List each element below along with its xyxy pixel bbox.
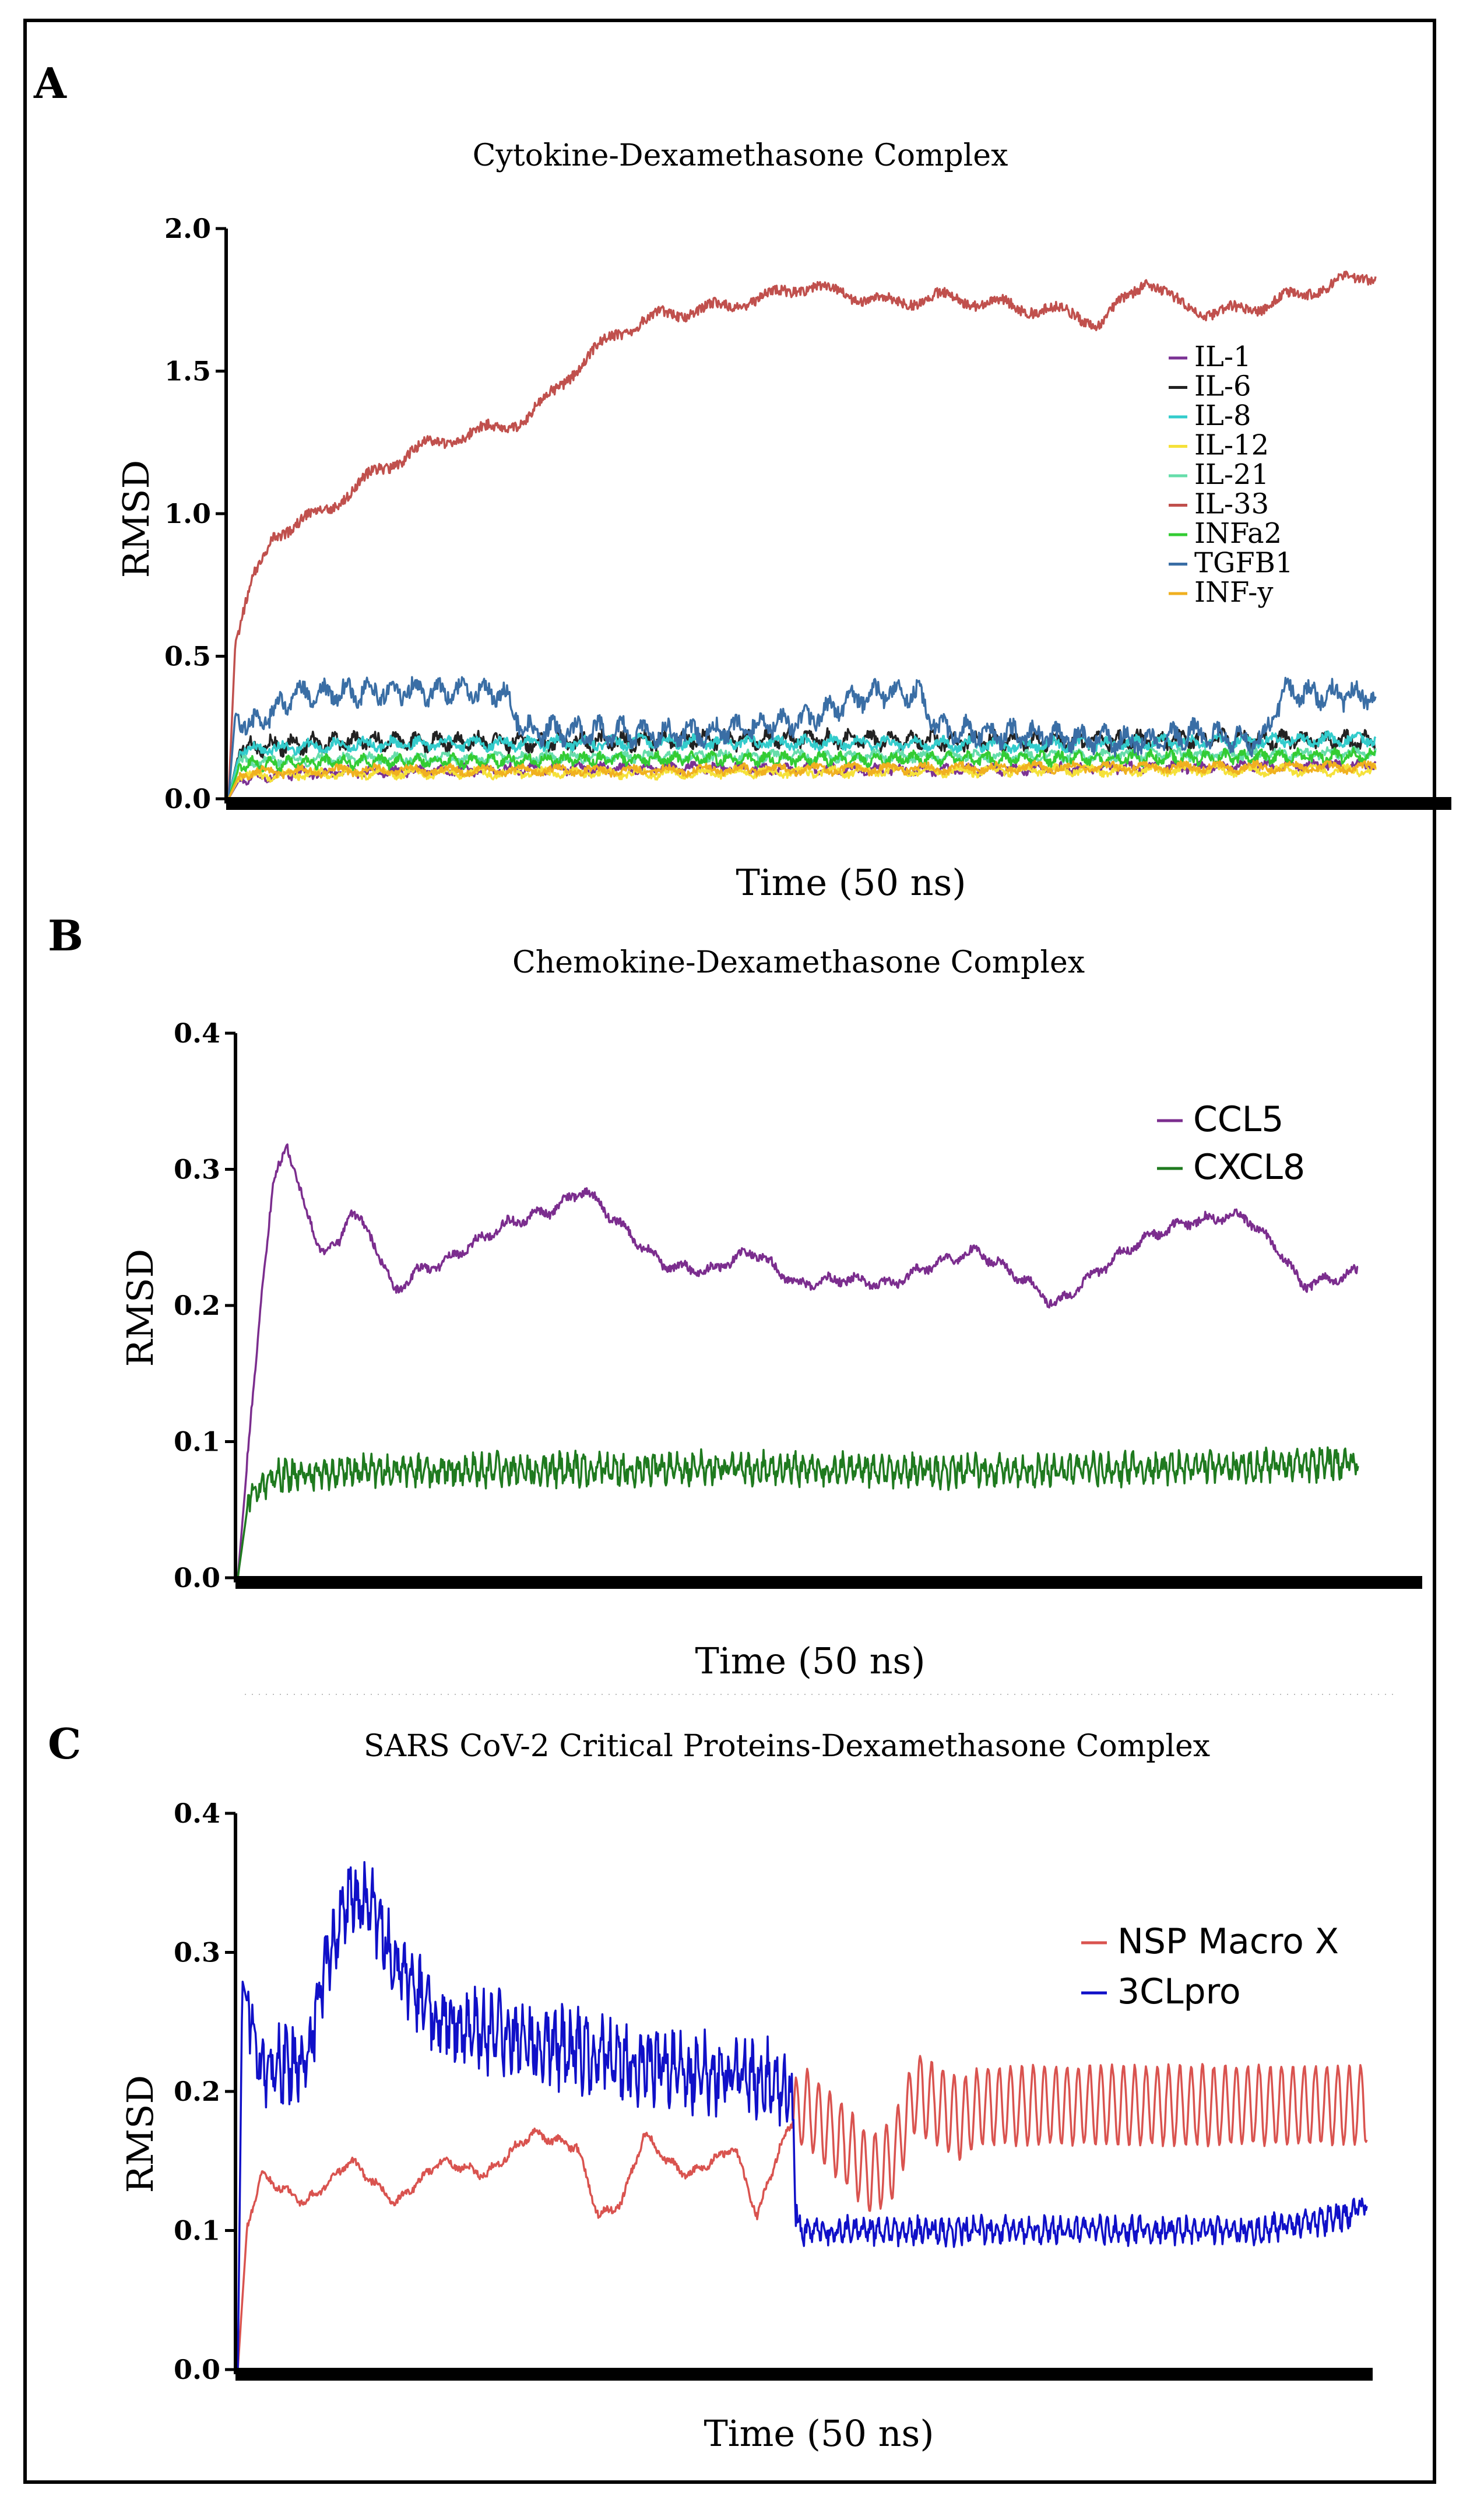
y-tick-label: 0.4 [174, 1798, 220, 1829]
legend-label: IL-1 [1194, 341, 1251, 373]
y-tick-label: 0.0 [174, 1562, 220, 1594]
y-tick-label: 0.3 [174, 1937, 220, 1968]
panel-c-x-axis-label: Time (50 ns) [704, 2412, 934, 2455]
series-line-il-33 [227, 271, 1377, 799]
series-line-inf-y [227, 759, 1377, 799]
panel-b-y-axis-label: RMSD [119, 1249, 161, 1367]
panel-c-series [237, 1861, 1368, 2370]
y-tick-label: 0.0 [174, 2354, 220, 2385]
series-line-infa2 [227, 747, 1377, 799]
y-tick-label: 0.2 [174, 2076, 220, 2107]
panel-c-chart: C SARS CoV-2 Critical Proteins-Dexametha… [48, 1719, 1373, 2455]
panel-b-title: Chemokine-Dexamethasone Complex [512, 945, 1085, 980]
panel-b-legend: CCL5 CXCL8 [1157, 1099, 1305, 1188]
legend-label: CXCL8 [1193, 1147, 1305, 1188]
legend-label: CCL5 [1193, 1099, 1283, 1140]
panel-letter-b: B [48, 911, 83, 960]
panel-a-series [227, 271, 1377, 799]
y-tick-label: 0.4 [174, 1017, 220, 1049]
legend-label: 3CLpro [1117, 1971, 1241, 2012]
panel-c-y-ticks: 0.0 0.1 0.2 0.3 0.4 [174, 1798, 235, 2385]
y-tick-label: 0.5 [164, 641, 211, 672]
panel-c-legend: NSP Macro X 3CLpro [1081, 1921, 1339, 2012]
legend-label: IL-33 [1194, 488, 1269, 521]
panel-a-title: Cytokine-Dexamethasone Complex [473, 138, 1008, 173]
panel-letter-c: C [48, 1719, 81, 1768]
y-tick-label: 1.5 [164, 356, 211, 387]
panel-a-y-axis-label: RMSD [115, 460, 157, 578]
legend-label: INF-y [1194, 576, 1273, 609]
y-tick-label: 0.0 [164, 783, 211, 815]
series-line-cxcl8 [237, 1446, 1359, 1578]
panel-a-x-axis-label: Time (50 ns) [736, 861, 966, 904]
legend-label: TGFB1 [1194, 547, 1293, 580]
panel-b-y-ticks: 0.0 0.1 0.2 0.3 0.4 [174, 1017, 235, 1594]
panel-b-chart: B Chemokine-Dexamethasone Complex RMSD T… [48, 911, 1422, 1682]
panel-letter-a: A [33, 58, 67, 108]
y-tick-label: 0.3 [174, 1154, 220, 1185]
legend-label: IL-21 [1194, 458, 1269, 491]
panel-b-x-axis-label: Time (50 ns) [695, 1640, 925, 1682]
y-tick-label: 1.0 [164, 498, 211, 529]
legend-label: IL-6 [1194, 370, 1251, 403]
panel-a-chart: A Cytokine-Dexamethasone Complex RMSD Ti… [33, 58, 1451, 904]
legend-label: NSP Macro X [1117, 1921, 1339, 1962]
panel-b-series [237, 1143, 1359, 1578]
series-line-3clpro [237, 1861, 1368, 2370]
legend-label: IL-12 [1194, 429, 1269, 462]
legend-label: IL-8 [1194, 399, 1251, 432]
y-tick-label: 0.1 [174, 2215, 220, 2247]
series-line-nsp-macro-x [237, 2055, 1368, 2370]
panel-c-y-axis-label: RMSD [119, 2075, 161, 2193]
series-line-tgfb1 [227, 676, 1377, 799]
panel-a-legend: IL-1IL-6IL-8IL-12IL-21IL-33INFa2TGFB1INF… [1169, 341, 1293, 609]
panel-a-y-ticks: 0.0 0.5 1.0 1.5 2.0 [164, 213, 226, 815]
panel-c-title: SARS CoV-2 Critical Proteins-Dexamethaso… [364, 1729, 1210, 1764]
series-line-il-8 [227, 730, 1377, 799]
series-line-il-12 [227, 763, 1377, 799]
series-line-ccl5 [237, 1143, 1359, 1578]
legend-label: INFa2 [1194, 517, 1282, 550]
y-tick-label: 0.1 [174, 1426, 220, 1458]
y-tick-label: 0.2 [174, 1290, 220, 1321]
y-tick-label: 2.0 [164, 213, 211, 244]
